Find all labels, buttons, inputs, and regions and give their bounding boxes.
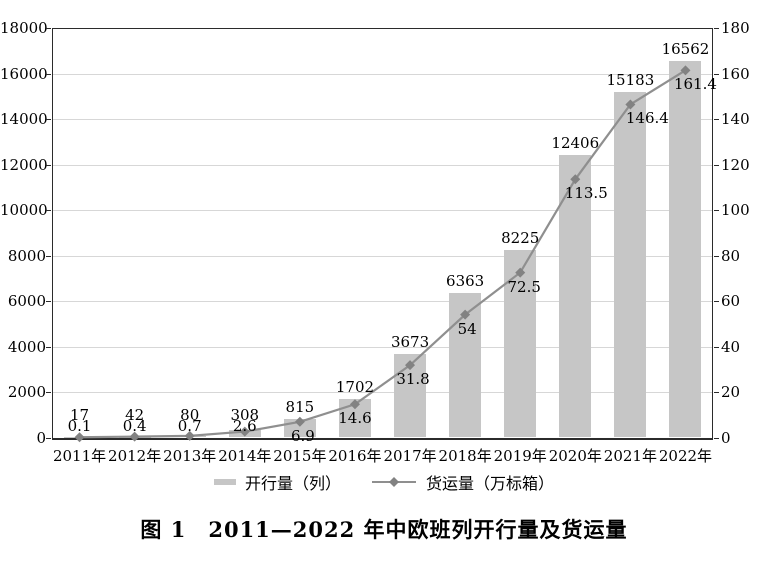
- y-axis-tickmark-right: [714, 210, 719, 211]
- x-axis-label: 2016年: [328, 446, 382, 465]
- y-axis-tickmark-left: [46, 255, 51, 257]
- x-axis-label: 2022年: [658, 446, 713, 465]
- y-axis-tickmark-left: [46, 392, 51, 393]
- y-axis-tickmark-left: [46, 346, 51, 348]
- legend-label-bar: 开行量（列）: [244, 474, 341, 493]
- y-axis-tick-right: 140: [721, 110, 750, 128]
- y-axis-tickmark-right: [714, 392, 719, 393]
- y-axis-tickmark-right: [714, 164, 719, 166]
- y-axis-tick-right: 60: [721, 292, 741, 310]
- bar-value-label: 16562: [661, 39, 710, 58]
- y-axis-tickmark-right: [714, 28, 719, 29]
- figure-caption: 图 1 2011—2022 年中欧班列开行量及货运量: [140, 517, 628, 542]
- y-axis-tick-right: 80: [721, 246, 741, 265]
- bar-series-swatch-icon: [213, 479, 236, 485]
- line-value-label: 0.4: [122, 416, 147, 435]
- bar: [614, 92, 647, 438]
- y-axis-tick-left: 10000: [0, 201, 48, 219]
- x-axis-label: 2021年: [603, 446, 657, 465]
- y-axis-tick-right: 120: [721, 155, 750, 174]
- y-axis-tickmark-left: [46, 210, 51, 211]
- y-axis-tickmark-right: [714, 119, 719, 120]
- line-value-label: 0.1: [67, 416, 92, 435]
- y-axis-tick-left: 16000: [0, 64, 48, 83]
- grid-line: [53, 164, 712, 166]
- x-axis-label: 2011年: [52, 446, 107, 465]
- chart-legend: 开行量（列） 货运量（万标箱）: [0, 470, 768, 494]
- y-axis-tick-left: 8000: [7, 246, 46, 265]
- line-value-label: 146.4: [625, 109, 669, 128]
- line-value-label: 14.6: [338, 409, 372, 428]
- y-axis-tick-left: 14000: [0, 110, 48, 128]
- y-axis-tickmark-right: [714, 437, 719, 439]
- x-axis-label: 2015年: [273, 446, 327, 465]
- y-axis-tick-left: 6000: [7, 292, 46, 310]
- y-axis-tickmark-left: [46, 73, 51, 75]
- bar: [449, 292, 482, 438]
- line-value-label: 31.8: [396, 370, 430, 389]
- y-axis-tick-right: 40: [721, 337, 741, 356]
- legend-item-bar: 开行量（列）: [213, 470, 341, 494]
- line-value-label: 54: [457, 319, 477, 338]
- bar: [173, 435, 206, 438]
- y-axis-tick-right: 0: [721, 428, 731, 447]
- grid-line: [53, 301, 712, 302]
- bar-value-label: 6363: [446, 271, 485, 290]
- x-axis-label: 2012年: [108, 446, 162, 465]
- y-axis-tickmark-right: [714, 346, 719, 348]
- y-axis-tick-right: 20: [721, 383, 741, 401]
- y-axis-tick-left: 12000: [0, 155, 48, 174]
- y-axis-tick-right: 180: [721, 19, 750, 37]
- y-axis-tickmark-right: [714, 255, 719, 257]
- y-axis-tickmark-left: [46, 301, 51, 302]
- x-axis-label: 2019年: [493, 446, 547, 465]
- line-value-label: 6.9: [290, 426, 315, 445]
- bar-value-label: 42: [125, 405, 145, 424]
- y-axis-tick-right: 100: [721, 201, 750, 219]
- bar: [394, 353, 427, 438]
- y-axis-tick-left: 18000: [0, 19, 48, 37]
- bar-value-label: 308: [230, 405, 260, 424]
- bar-value-label: 80: [180, 405, 200, 424]
- grid-line: [53, 255, 712, 257]
- grid-line: [53, 210, 712, 211]
- bar-value-label: 15183: [606, 71, 655, 90]
- legend-label-line: 货运量（万标箱）: [426, 474, 555, 493]
- bar-value-label: 815: [285, 397, 315, 416]
- bar-value-label: 17: [69, 405, 90, 424]
- bar: [118, 436, 151, 438]
- bar-value-label: 12406: [551, 134, 600, 153]
- x-axis-label: 2013年: [163, 446, 217, 465]
- x-axis-label: 2020年: [548, 446, 602, 465]
- y-axis-tick-left: 4000: [7, 337, 46, 356]
- y-axis-tickmark-left: [46, 164, 51, 166]
- line-value-label: 2.6: [232, 416, 257, 435]
- legend-item-line: 货运量（万标箱）: [371, 470, 554, 494]
- y-axis-tickmark-left: [46, 28, 51, 29]
- x-axis-label: 2014年: [218, 446, 272, 465]
- y-axis-tickmark-left: [46, 119, 51, 120]
- bar-value-label: 3673: [390, 332, 430, 351]
- line-value-label: 0.7: [177, 416, 202, 435]
- line-series-swatch-icon: [372, 477, 416, 487]
- y-axis-tickmark-left: [46, 437, 51, 439]
- line-value-label: 161.4: [673, 75, 717, 94]
- y-axis-tickmark-right: [714, 73, 719, 75]
- bar-value-label: 1702: [335, 377, 375, 396]
- line-value-label: 72.5: [507, 277, 541, 296]
- line-value-label: 113.5: [564, 184, 608, 203]
- y-axis-tick-left: 2000: [7, 383, 46, 401]
- x-axis-label: 2018年: [438, 446, 492, 465]
- x-axis-label: 2017年: [383, 446, 437, 465]
- y-axis-tickmark-right: [714, 301, 719, 302]
- bar-value-label: 8225: [501, 229, 540, 248]
- y-axis-tick-left: 0: [36, 428, 46, 447]
- y-axis-tick-right: 160: [721, 64, 750, 83]
